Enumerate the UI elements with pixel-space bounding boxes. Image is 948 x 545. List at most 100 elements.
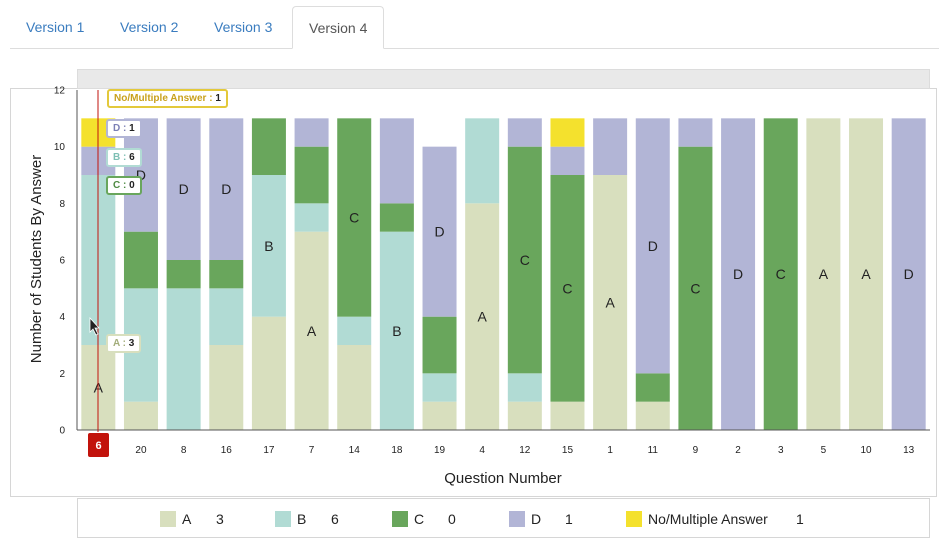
legend-count-no-answer: 1 — [796, 511, 804, 527]
bar-answer-label-q18: B — [392, 323, 401, 339]
x-tick-label[interactable]: 17 — [263, 445, 275, 456]
bar-answer-label-q13: D — [904, 266, 914, 282]
legend-swatch-no-answer — [626, 511, 642, 527]
bar-segment-q18-b[interactable] — [379, 231, 414, 430]
bar-segment-q13-d[interactable] — [891, 118, 926, 430]
bar-segment-q7-b[interactable] — [294, 203, 329, 232]
legend-swatch-b — [275, 511, 291, 527]
x-tick-label[interactable]: 5 — [821, 445, 827, 456]
y-tick-label: 0 — [59, 426, 65, 437]
selected-question-badge[interactable] — [88, 433, 109, 457]
bar-segment-q14-c[interactable] — [337, 118, 372, 317]
x-tick-label[interactable]: 4 — [479, 445, 485, 456]
bar-segment-q8-b[interactable] — [166, 288, 201, 430]
x-tick-label[interactable]: 19 — [434, 445, 446, 456]
tooltip-a-name: A — [113, 338, 120, 349]
chart-legend: A 3 B 6 C 0 D 1 No/Multiple Answer 1 — [77, 498, 930, 538]
bar-segment-q19-b[interactable] — [422, 373, 457, 402]
x-tick-label[interactable]: 12 — [519, 445, 531, 456]
x-tick-label[interactable]: 14 — [349, 445, 361, 456]
x-tick-label[interactable]: 2 — [735, 445, 741, 456]
bar-segment-q2-d[interactable] — [721, 118, 756, 430]
legend-swatch-a — [160, 511, 176, 527]
bar-answer-label-q1: A — [605, 295, 615, 311]
bar-segment-q7-c[interactable] — [294, 146, 329, 204]
x-tick-label[interactable]: 9 — [693, 445, 699, 456]
bar-segment-q9-d[interactable] — [678, 118, 713, 147]
x-ticks: 20 8 16 17 7 14 18 19 4 12 15 1 11 9 2 3 5 10 13 — [135, 445, 914, 456]
bar-segment-q10-a[interactable] — [849, 118, 884, 430]
bar-segment-q11-d[interactable] — [635, 118, 670, 374]
bar-segment-q19-c[interactable] — [422, 316, 457, 374]
bar-answer-label-q8: D — [179, 181, 189, 197]
bar-segment-q11-c[interactable] — [635, 373, 670, 402]
bar-segment-q18-d[interactable] — [379, 118, 414, 204]
bars-layer — [81, 118, 926, 430]
bar-segment-q16-b[interactable] — [209, 288, 244, 345]
x-tick-label[interactable]: 7 — [309, 445, 315, 456]
x-tick-label[interactable]: 16 — [221, 445, 233, 456]
bar-segment-q17-b[interactable] — [251, 175, 286, 317]
x-tick-label[interactable]: 11 — [648, 445, 659, 456]
bar-segment-q1-a[interactable] — [593, 175, 628, 430]
legend-swatch-d — [509, 511, 525, 527]
tooltip-a: A : 3 — [106, 334, 142, 353]
bar-segment-q1-d[interactable] — [593, 118, 628, 175]
bar-segment-q7-a[interactable] — [294, 231, 329, 430]
bar-segment-q5-a[interactable] — [806, 118, 841, 430]
tab-version-2[interactable]: Version 2 — [120, 19, 179, 35]
tab-version-1[interactable]: Version 1 — [26, 19, 85, 35]
bar-segment-q16-c[interactable] — [209, 260, 244, 289]
bar-segment-q4-a[interactable] — [465, 203, 500, 430]
legend-count-c: 0 — [448, 511, 456, 527]
legend-label-b: B — [297, 511, 307, 527]
bar-segment-q15-a[interactable] — [550, 401, 585, 430]
y-tick-label: 12 — [54, 86, 66, 97]
bar-answer-label-q20: D — [136, 167, 146, 183]
bar-segment-q8-c[interactable] — [166, 260, 201, 289]
bar-segment-q20-a[interactable] — [123, 401, 158, 430]
bar-segment-q17-a[interactable] — [251, 316, 286, 430]
tooltip-a-value: 3 — [128, 338, 135, 349]
x-tick-label[interactable]: 8 — [181, 445, 187, 456]
y-tick-label: 8 — [59, 199, 65, 210]
x-tick-label[interactable]: 13 — [903, 445, 915, 456]
x-tick-label[interactable]: 3 — [778, 445, 784, 456]
x-tick-label[interactable]: 10 — [860, 445, 872, 456]
bar-segment-q15-n[interactable] — [550, 118, 585, 147]
tab-version-4[interactable]: Version 4 — [292, 6, 385, 49]
bar-answer-label-q16: D — [221, 181, 231, 197]
bar-segment-q19-d[interactable] — [422, 146, 457, 317]
x-tick-label[interactable]: 1 — [607, 445, 613, 456]
bar-segment-q4-b[interactable] — [465, 118, 500, 204]
bar-segment-q16-d[interactable] — [209, 118, 244, 260]
tooltip-d-value: 1 — [129, 123, 135, 134]
tab-version-3[interactable]: Version 3 — [214, 19, 273, 35]
x-tick-label[interactable]: 18 — [391, 445, 403, 456]
bar-segment-q9-c[interactable] — [678, 146, 713, 430]
bar-segment-q14-b[interactable] — [337, 316, 372, 345]
bar-segment-q11-a[interactable] — [635, 401, 670, 430]
bar-segment-q12-d[interactable] — [507, 118, 542, 147]
bar-segment-q20-c[interactable] — [123, 231, 158, 289]
bar-segment-q3-c[interactable] — [763, 118, 798, 430]
bar-segment-q12-c[interactable] — [507, 146, 542, 374]
legend-count-a: 3 — [216, 511, 224, 527]
bar-segment-q19-a[interactable] — [422, 401, 457, 430]
bar-segment-q12-a[interactable] — [507, 401, 542, 430]
bar-answer-label-q5: A — [819, 266, 829, 282]
bar-segment-q16-a[interactable] — [209, 345, 244, 430]
x-tick-label[interactable]: 20 — [135, 445, 147, 456]
bar-segment-q15-d[interactable] — [550, 146, 585, 175]
bar-segment-q14-a[interactable] — [337, 345, 372, 430]
bar-segment-q8-d[interactable] — [166, 118, 201, 260]
bar-segment-q12-b[interactable] — [507, 373, 542, 402]
bar-answer-label-q19: D — [434, 224, 444, 240]
x-tick-label[interactable]: 15 — [562, 445, 574, 456]
bar-segment-q7-d[interactable] — [294, 118, 329, 147]
bar-segment-q15-c[interactable] — [550, 175, 585, 402]
y-tick-label: 10 — [54, 142, 66, 153]
bar-segment-q18-c[interactable] — [379, 203, 414, 232]
bar-segment-q17-c[interactable] — [251, 118, 286, 175]
